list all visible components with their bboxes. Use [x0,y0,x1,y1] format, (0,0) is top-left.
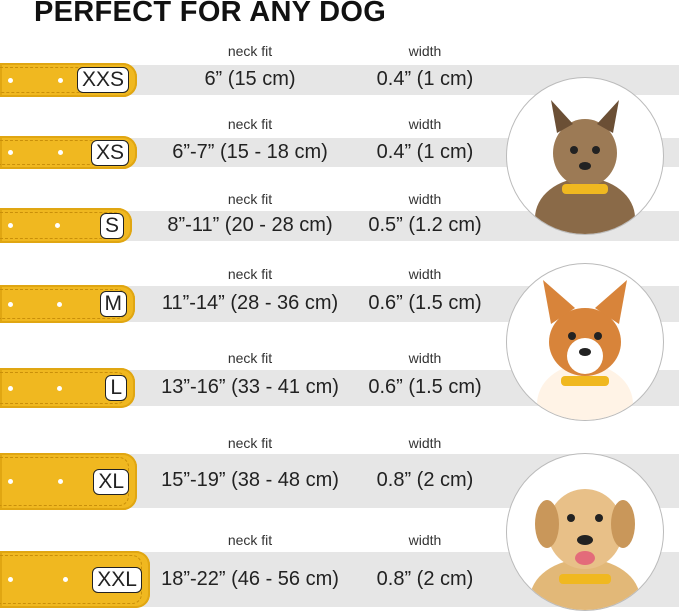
small-dog-photo [506,77,664,235]
size-label: L [105,375,127,401]
collar-strap: S [0,208,132,243]
neck-fit-label: neck fit [227,116,273,132]
neck-fit-value: 8”-11” (20 - 28 cm) [167,214,333,236]
collar-hole [63,577,68,582]
neck-fit-value: 15”-19” (38 - 48 cm) [161,469,339,491]
size-label: XS [90,139,129,166]
width-label: width [408,266,442,282]
collar-hole [8,479,13,484]
width-label: width [408,116,442,132]
collar-hole [57,479,63,484]
neck-fit-value: 18”-22” (46 - 56 cm) [161,567,339,590]
width-value: 0.4” (1 cm) [376,68,474,90]
width-label: width [408,43,442,59]
neck-fit-label: neck fit [227,191,273,207]
width-value: 0.6” (1.5 cm) [368,292,482,314]
neck-fit-label: neck fit [227,43,273,59]
collar-strap: M [0,285,135,323]
labrador-photo [506,453,664,611]
size-label: XXL [92,566,142,593]
neck-fit-label: neck fit [227,532,273,548]
collar-hole [8,77,13,83]
width-label: width [408,532,442,548]
collar-hole [8,301,13,307]
size-label: M [99,291,127,317]
collar-hole [56,385,62,391]
collar-hole [55,223,61,228]
collar-strap: XXS [0,63,137,97]
width-value: 0.8” (2 cm) [376,567,474,590]
page-title: PERFECT FOR ANY DOG [34,0,387,28]
neck-fit-label: neck fit [227,266,273,282]
collar-hole [8,150,13,155]
width-label: width [408,191,442,207]
neck-fit-value: 13”-16” (33 - 41 cm) [161,376,339,398]
neck-fit-value: 6”-7” (15 - 18 cm) [172,140,328,163]
width-value: 0.5” (1.2 cm) [368,214,482,236]
collar-strap: XXL [0,551,150,608]
collar-hole [56,301,62,307]
collar-strap: XS [0,136,137,169]
width-value: 0.4” (1 cm) [376,140,474,163]
size-label: XXS [76,67,129,93]
neck-fit-value: 11”-14” (28 - 36 cm) [161,292,339,314]
width-value: 0.8” (2 cm) [376,469,474,491]
collar-strap: XL [0,453,137,510]
collar-hole [8,577,13,582]
collar-hole [8,385,13,391]
size-label: XL [93,468,129,495]
neck-fit-label: neck fit [227,435,273,451]
corgi-photo [506,263,664,421]
width-value: 0.6” (1.5 cm) [368,376,482,398]
collar-hole [57,150,63,155]
width-label: width [408,350,442,366]
width-label: width [408,435,442,451]
collar-strap: L [0,368,135,408]
neck-fit-label: neck fit [227,350,273,366]
size-label: S [99,212,124,239]
collar-hole [8,223,13,228]
collar-hole [57,77,63,83]
neck-fit-value: 6” (15 cm) [204,68,296,90]
